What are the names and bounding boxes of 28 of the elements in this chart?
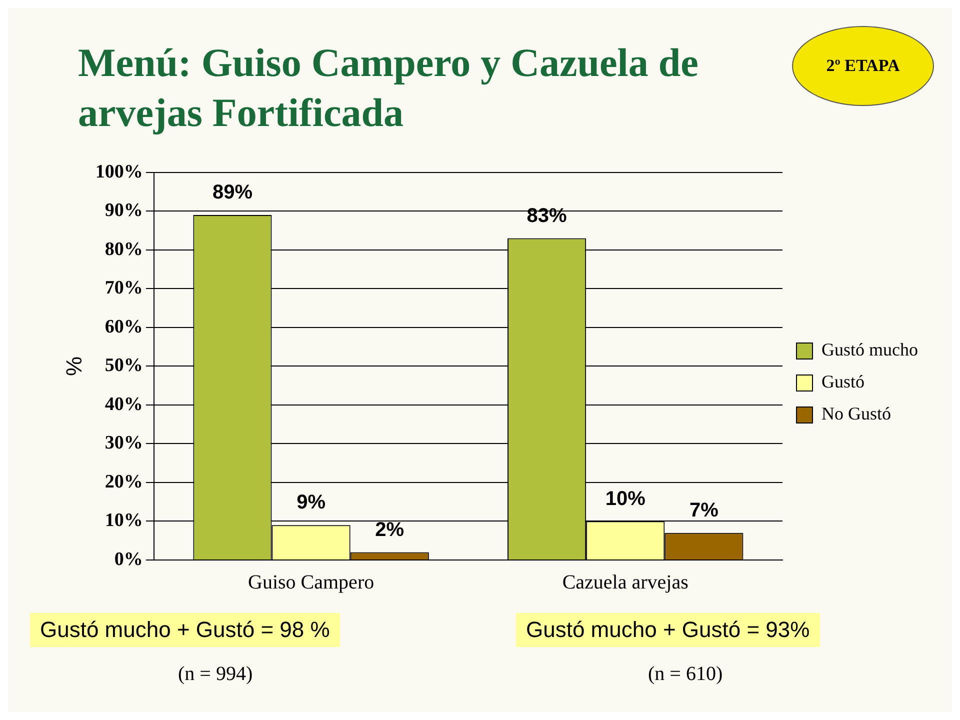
legend-label: Gustó mucho xyxy=(822,340,918,360)
x-tick-label: Guiso Campero xyxy=(248,571,374,594)
text: (n = 610) xyxy=(648,663,723,686)
data-label: 10% xyxy=(605,488,646,510)
legend-label: No Gustó xyxy=(822,404,892,424)
x-tick-label: Cazuela arvejas xyxy=(562,571,689,594)
data-label: 89% xyxy=(212,182,253,204)
y-tick-label: 80% xyxy=(104,238,143,260)
text: (n = 994) xyxy=(178,663,253,686)
data-label: 9% xyxy=(296,492,326,514)
y-tick-label: 50% xyxy=(104,355,143,376)
data-label: 2% xyxy=(375,518,404,541)
chart-title: Menú: Guiso Campero y Cazuela de arvejas Fortificada xyxy=(78,39,700,137)
y-tick-label: 40% xyxy=(104,394,143,415)
y-tick-label: 70% xyxy=(104,278,143,299)
y-tick-label: 10% xyxy=(104,510,143,532)
text: Gustó mucho + Gustó = 93% xyxy=(516,613,820,647)
y-tick-label: 20% xyxy=(104,471,143,492)
text: 2º ETAPA xyxy=(792,26,934,106)
y-tick-label: 90% xyxy=(104,200,143,222)
y-tick-label: 30% xyxy=(104,432,143,454)
data-label: 7% xyxy=(689,499,719,522)
y-axis-title: % xyxy=(61,356,86,376)
legend-label: Gustó xyxy=(822,372,865,392)
y-tick-label: 60% xyxy=(104,316,143,338)
y-tick-label: 100% xyxy=(95,161,143,182)
text: Gustó mucho + Gustó = 98 % xyxy=(30,613,340,647)
y-tick-label: 0% xyxy=(114,548,143,570)
